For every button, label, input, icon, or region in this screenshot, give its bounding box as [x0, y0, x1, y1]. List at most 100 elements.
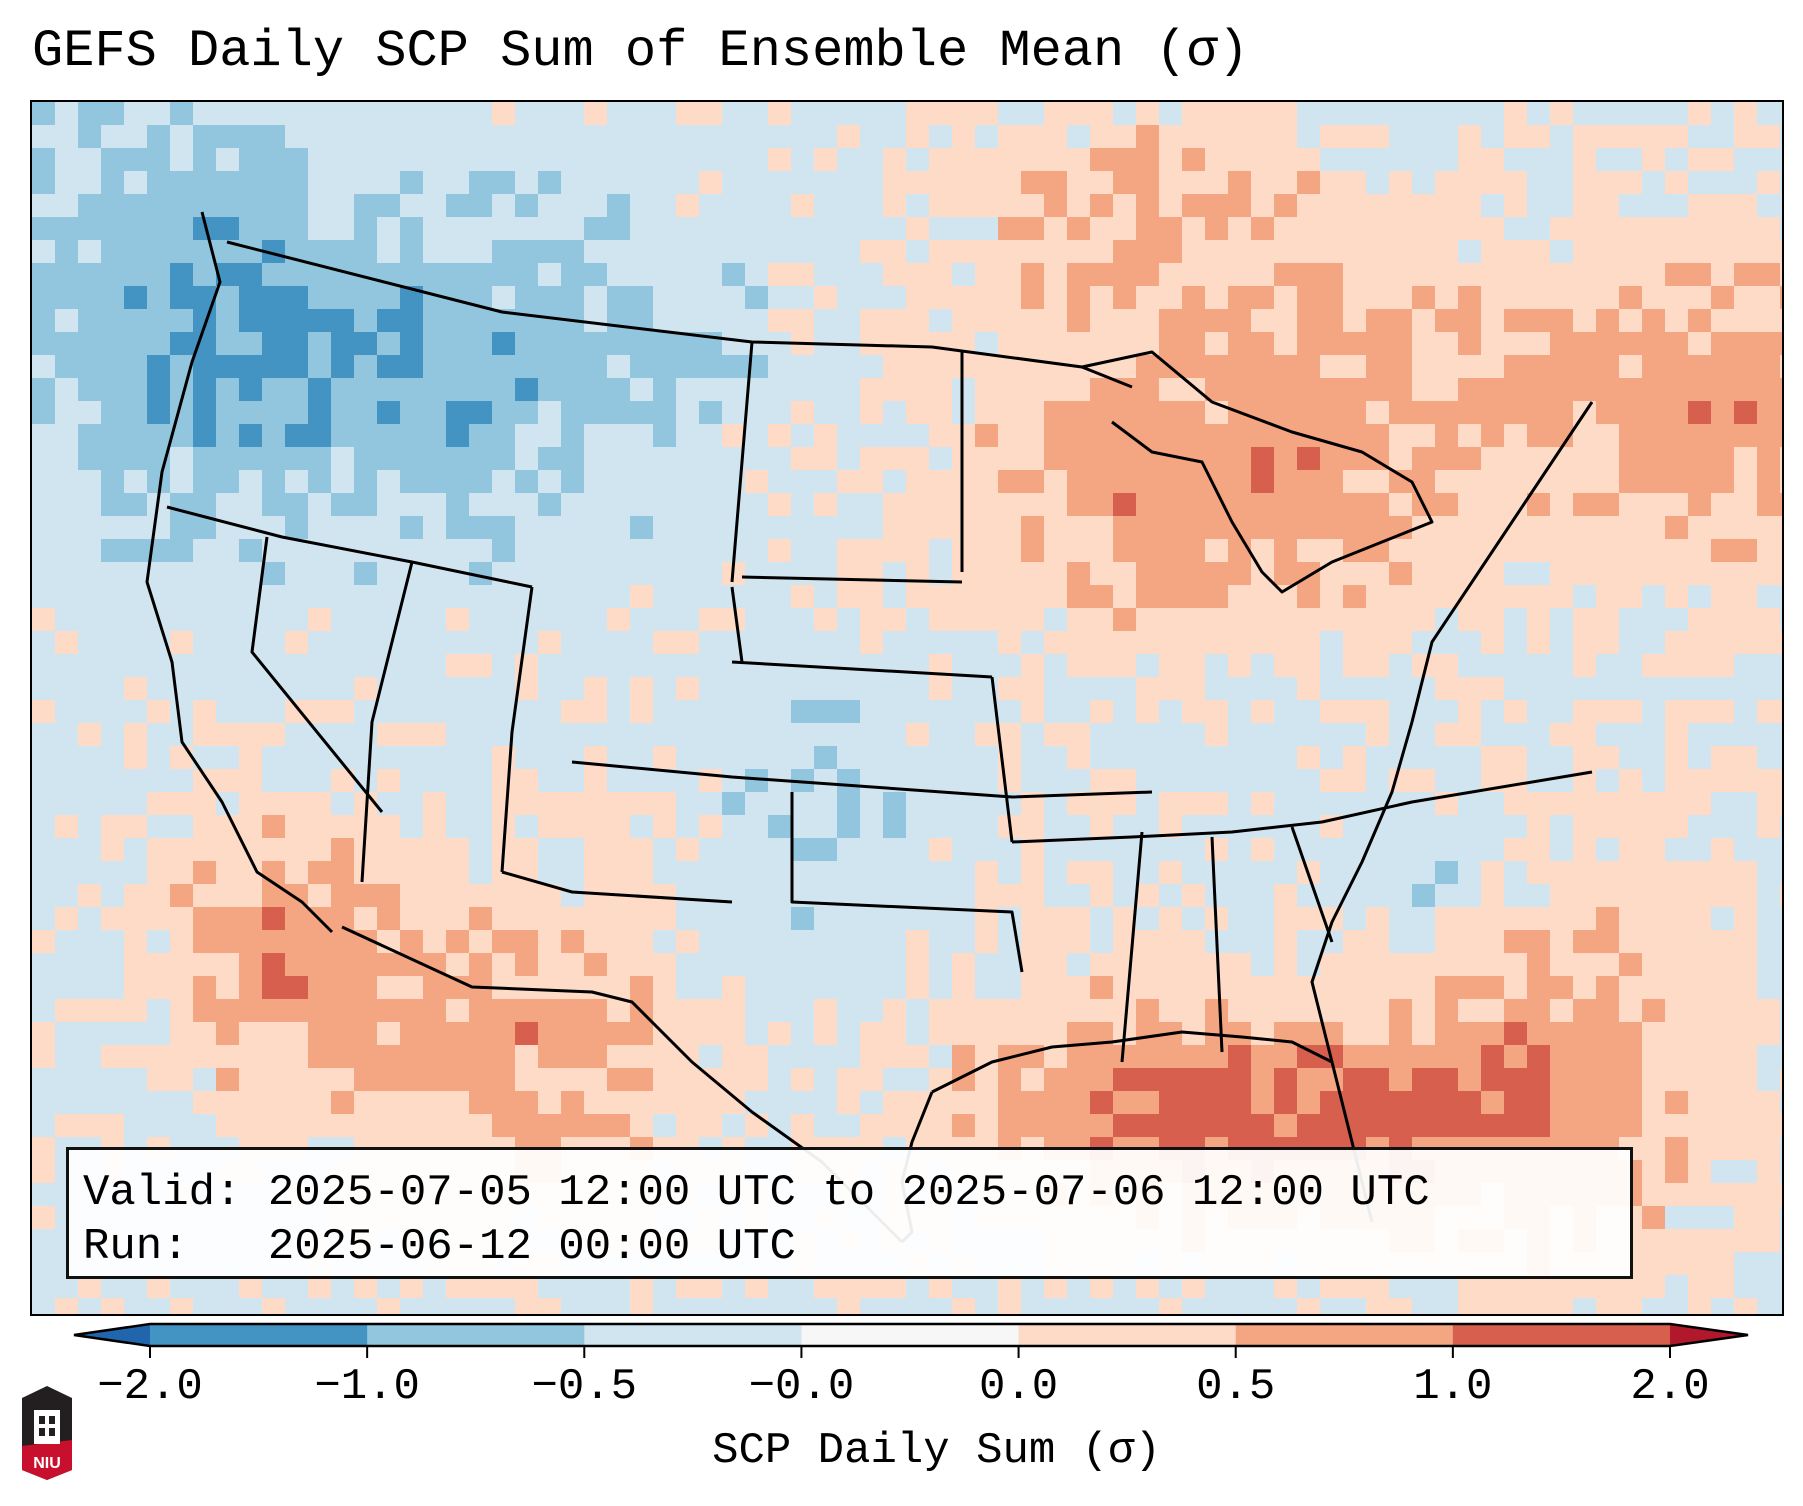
- heatmap-cell: [1113, 309, 1136, 332]
- heatmap-cell: [285, 1091, 308, 1114]
- heatmap-cell: [1251, 1068, 1274, 1091]
- heatmap-cell: [515, 1022, 538, 1045]
- heatmap-cell: [538, 999, 561, 1022]
- heatmap-cell: [239, 907, 262, 930]
- heatmap-cell: [607, 401, 630, 424]
- heatmap-cell: [1044, 217, 1067, 240]
- heatmap-cell: [1435, 1045, 1458, 1068]
- heatmap-cell: [1090, 401, 1113, 424]
- heatmap-cell: [1711, 240, 1734, 263]
- heatmap-cell: [975, 447, 998, 470]
- heatmap-cell: [377, 447, 400, 470]
- heatmap-cell: [1343, 240, 1366, 263]
- heatmap-cell: [331, 861, 354, 884]
- heatmap-cell: [1711, 378, 1734, 401]
- heatmap-cell: [1044, 148, 1067, 171]
- heatmap-cell: [1182, 378, 1205, 401]
- heatmap-cell: [1343, 1091, 1366, 1114]
- heatmap-cell: [929, 677, 952, 700]
- heatmap-cell: [883, 1114, 906, 1137]
- heatmap-cell: [929, 838, 952, 861]
- heatmap-cell: [1044, 907, 1067, 930]
- heatmap-cell: [1642, 1160, 1665, 1183]
- heatmap-cell: [1504, 907, 1527, 930]
- heatmap-cell: [1274, 608, 1297, 631]
- heatmap-cell: [1182, 217, 1205, 240]
- heatmap-cell: [515, 838, 538, 861]
- heatmap-cell: [1366, 608, 1389, 631]
- heatmap-cell: [1366, 539, 1389, 562]
- heatmap-cell: [1688, 493, 1711, 516]
- heatmap-cell: [998, 884, 1021, 907]
- heatmap-cell: [1090, 1045, 1113, 1068]
- heatmap-cell: [1757, 1160, 1780, 1183]
- heatmap-cell: [1320, 401, 1343, 424]
- heatmap-cell: [745, 1275, 768, 1298]
- heatmap-cell: [1228, 1091, 1251, 1114]
- heatmap-cell: [239, 171, 262, 194]
- heatmap-cell: [78, 424, 101, 447]
- heatmap-cell: [262, 1091, 285, 1114]
- heatmap-cell: [446, 884, 469, 907]
- heatmap-cell: [1159, 585, 1182, 608]
- heatmap-cell: [1205, 792, 1228, 815]
- colorbar-tick-label: −0.5: [531, 1362, 638, 1412]
- heatmap-cell: [1228, 332, 1251, 355]
- heatmap-cell: [308, 355, 331, 378]
- heatmap-cell: [1021, 470, 1044, 493]
- heatmap-cell: [285, 884, 308, 907]
- heatmap-cell: [216, 424, 239, 447]
- heatmap-cell: [860, 240, 883, 263]
- heatmap-cell: [32, 700, 55, 723]
- heatmap-cell: [1182, 562, 1205, 585]
- heatmap-cell: [170, 746, 193, 769]
- heatmap-cell: [1228, 1114, 1251, 1137]
- heatmap-cell: [1573, 194, 1596, 217]
- heatmap-cell: [101, 1298, 124, 1314]
- heatmap-cell: [1389, 263, 1412, 286]
- heatmap-cell: [1527, 815, 1550, 838]
- heatmap-cell: [1711, 516, 1734, 539]
- heatmap-cell: [423, 470, 446, 493]
- heatmap-cell: [1527, 309, 1550, 332]
- heatmap-cell: [538, 1068, 561, 1091]
- heatmap-cell: [929, 148, 952, 171]
- heatmap-cell: [147, 355, 170, 378]
- heatmap-cell: [354, 976, 377, 999]
- heatmap-cell: [1343, 976, 1366, 999]
- heatmap-cell: [998, 815, 1021, 838]
- heatmap-cell: [1596, 309, 1619, 332]
- heatmap-cell: [1090, 539, 1113, 562]
- heatmap-cell: [1711, 332, 1734, 355]
- heatmap-cell: [492, 861, 515, 884]
- heatmap-cell: [124, 148, 147, 171]
- heatmap-cell: [423, 1114, 446, 1137]
- heatmap-cell: [170, 1298, 193, 1314]
- heatmap-cell: [745, 355, 768, 378]
- heatmap-cell: [1136, 194, 1159, 217]
- heatmap-cell: [1090, 585, 1113, 608]
- heatmap-cell: [998, 585, 1021, 608]
- heatmap-cell: [929, 378, 952, 401]
- heatmap-cell: [423, 792, 446, 815]
- heatmap-cell: [400, 1091, 423, 1114]
- heatmap-cell: [1688, 401, 1711, 424]
- heatmap-cell: [1711, 562, 1734, 585]
- heatmap-cell: [1113, 470, 1136, 493]
- heatmap-cell: [377, 378, 400, 401]
- heatmap-cell: [446, 332, 469, 355]
- heatmap-cell: [1550, 401, 1573, 424]
- heatmap-cell: [584, 263, 607, 286]
- heatmap-cell: [1113, 516, 1136, 539]
- heatmap-cell: [745, 1114, 768, 1137]
- heatmap-cell: [1159, 125, 1182, 148]
- heatmap-cell: [1550, 332, 1573, 355]
- heatmap-cell: [607, 999, 630, 1022]
- heatmap-cell: [1251, 792, 1274, 815]
- heatmap-cell: [170, 884, 193, 907]
- heatmap-cell: [515, 1068, 538, 1091]
- heatmap-cell: [1182, 608, 1205, 631]
- heatmap-cell: [1734, 884, 1757, 907]
- heatmap-cell: [1596, 907, 1619, 930]
- heatmap-cell: [1182, 999, 1205, 1022]
